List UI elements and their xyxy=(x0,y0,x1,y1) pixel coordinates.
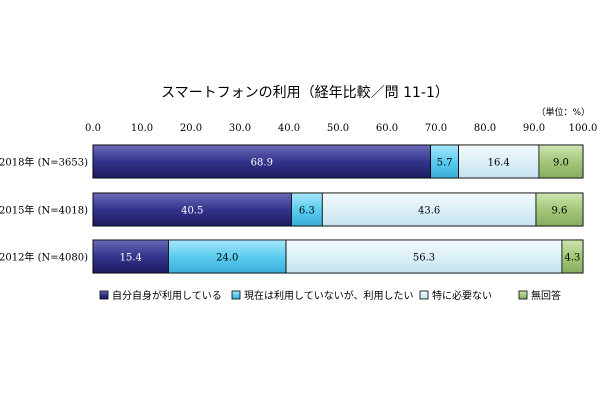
chart-title: スマートフォンの利用（経年比較／問 11-1） xyxy=(161,85,449,101)
data-label: 68.9 xyxy=(251,158,273,169)
x-tick-label: 50.0 xyxy=(327,123,349,134)
legend-label: 無回答 xyxy=(531,289,561,302)
bar-segment xyxy=(538,144,584,179)
bar-segment xyxy=(535,192,584,227)
bar-segment xyxy=(92,239,169,274)
x-tick-label: 30.0 xyxy=(229,123,251,134)
bar-segment xyxy=(291,192,323,227)
data-label: 4.3 xyxy=(565,253,581,264)
x-tick-label: 60.0 xyxy=(376,123,398,134)
x-tick-label: 100.0 xyxy=(569,123,598,134)
data-label: 16.4 xyxy=(488,158,510,169)
data-label: 24.0 xyxy=(216,253,238,264)
legend-swatch xyxy=(518,290,528,300)
x-tick-label: 40.0 xyxy=(278,123,300,134)
category-label: 2012年 (N=4080) xyxy=(0,251,88,264)
x-tick-label: 90.0 xyxy=(523,123,545,134)
bar-segment xyxy=(285,239,563,274)
legend-swatch xyxy=(99,290,109,300)
data-label: 40.5 xyxy=(181,206,203,217)
legend-label: 現在は利用していないが、利用したい xyxy=(244,289,414,302)
bar-segment xyxy=(92,144,432,179)
unit-label: （単位：%） xyxy=(536,106,590,118)
bar-segment xyxy=(168,239,287,274)
x-axis: 0.0 10.0 20.0 30.0 40.0 50.0 60.0 70.0 80.0 90.0 1… xyxy=(85,123,597,134)
legend-label: 自分自身が利用している xyxy=(112,289,222,302)
x-tick-label: 0.0 xyxy=(85,123,101,134)
data-label: 15.4 xyxy=(120,253,142,264)
x-tick-label: 20.0 xyxy=(180,123,202,134)
category-label: 2015年 (N=4018) xyxy=(0,204,88,217)
data-label: 56.3 xyxy=(413,253,435,264)
category-labels: 2018年 (N=3653) 2015年 (N=4018) 2012年 (N=408… xyxy=(0,156,88,264)
data-label: 9.6 xyxy=(552,206,568,217)
bar-segment xyxy=(92,192,292,227)
x-tick-label: 10.0 xyxy=(131,123,153,134)
bars: 68.9 5.7 16.4 9.0 40.5 6.3 43.6 9.6 15.4 24.0 56.3… xyxy=(92,144,584,274)
legend-swatch xyxy=(419,290,429,300)
category-label: 2018年 (N=3653) xyxy=(0,156,88,169)
data-label: 6.3 xyxy=(299,206,315,217)
data-label: 43.6 xyxy=(418,206,440,217)
bar-segment xyxy=(561,239,584,274)
bar-segment xyxy=(321,192,537,227)
data-label: 5.7 xyxy=(437,158,453,169)
x-tick-label: 80.0 xyxy=(474,123,496,134)
data-label: 9.0 xyxy=(553,158,569,169)
x-tick-label: 70.0 xyxy=(425,123,447,134)
legend: 自分自身が利用している 現在は利用していないが、利用したい 特に必要ない 無回答 xyxy=(99,289,561,302)
legend-label: 特に必要ない xyxy=(432,289,492,302)
bar-segment xyxy=(430,144,459,179)
legend-swatch xyxy=(231,290,241,300)
